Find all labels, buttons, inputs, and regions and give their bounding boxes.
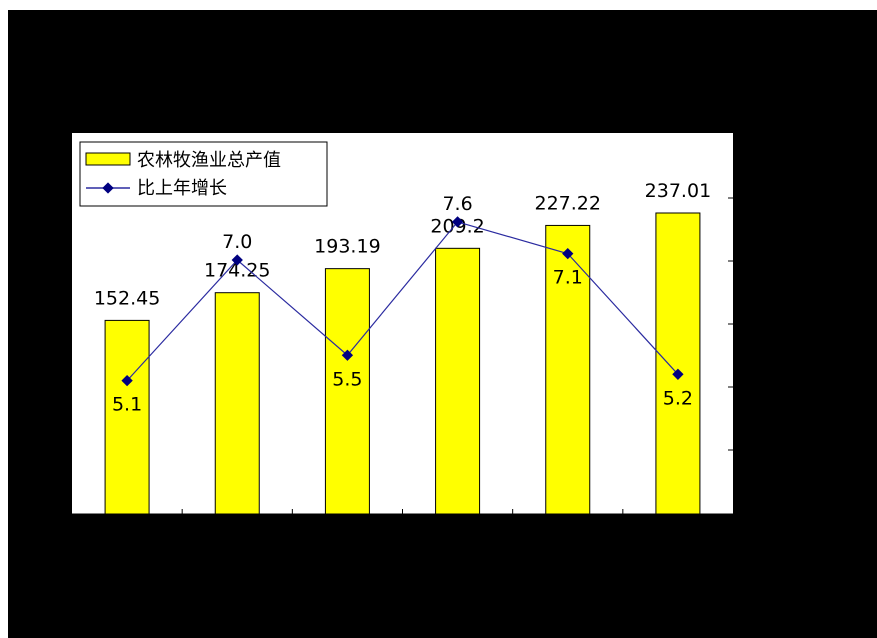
bar-value-label: 174.25: [204, 260, 270, 282]
line-value-label: 5.1: [112, 394, 142, 416]
bar-value-label: 193.19: [314, 236, 380, 258]
line-marker: [231, 254, 243, 266]
axes: [72, 197, 733, 515]
legend-bar-swatch: [85, 152, 131, 166]
line-value-label: 7.1: [553, 267, 583, 289]
bar: [545, 224, 591, 515]
bar-series: [104, 212, 701, 515]
bar: [324, 268, 370, 515]
line-value-label: 7.0: [222, 231, 252, 253]
bar-value-label: 152.45: [94, 287, 160, 309]
bar: [655, 212, 701, 515]
legend-line-label: 比上年增长: [137, 178, 227, 199]
line-path: [126, 221, 679, 382]
bar: [214, 292, 260, 515]
legend-bar-label: 农林牧渔业总产值: [137, 150, 281, 171]
line-value-label: 7.6: [442, 193, 472, 215]
line-value-label: 5.2: [663, 387, 693, 409]
legend: 农林牧渔业总产值 比上年增长: [79, 141, 328, 207]
line-value-label: 5.5: [332, 368, 362, 390]
bar-value-label: 237.01: [645, 180, 711, 202]
line-marker: [451, 216, 464, 228]
line-marker: [562, 247, 574, 260]
line-series: [121, 216, 684, 387]
bar: [104, 319, 150, 515]
bar: [435, 247, 481, 515]
bar-value-label: 227.22: [535, 192, 601, 214]
line-marker: [341, 349, 354, 361]
line-labels: 5.1 7.0 5.5 7.6 7.1 5.2: [112, 193, 693, 416]
line-marker: [672, 368, 684, 380]
